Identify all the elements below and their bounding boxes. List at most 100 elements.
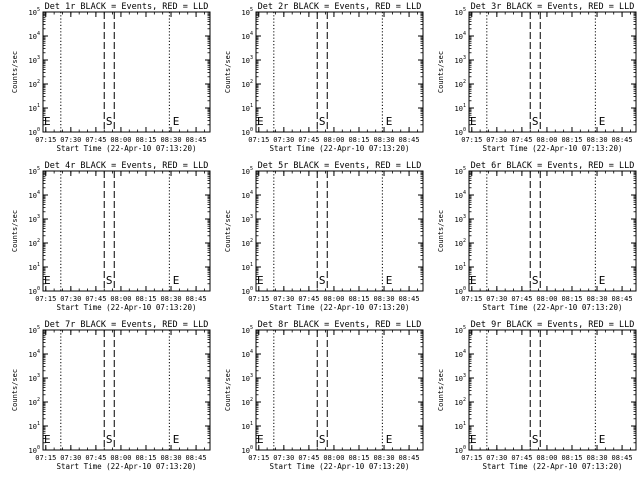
y-axis-label: Counts/sec: [437, 210, 445, 252]
x-tick-label: 07:15: [248, 136, 269, 144]
x-tick-label: 07:30: [486, 295, 507, 303]
x-tick-label: 07:45: [298, 136, 319, 144]
panel-title: Det 3r BLACK = Events, RED = LLD: [471, 2, 635, 12]
x-tick-label: 08:00: [536, 454, 557, 462]
x-axis-label: Start Time (22-Apr-10 07:13:20): [270, 303, 410, 312]
y-axis-label: Counts/sec: [224, 369, 232, 411]
y-tick-label: 105: [29, 166, 40, 176]
y-tick-label: 105: [455, 7, 466, 17]
panel-det-6: Det 6r BLACK = Events, RED = LLD 100 101 10…: [437, 161, 637, 312]
y-tick-label: 102: [242, 397, 253, 407]
panel-det-5: Det 5r BLACK = Events, RED = LLD 100 101 10…: [224, 161, 424, 312]
y-tick-label: 103: [29, 373, 40, 383]
y-axis-label: Counts/sec: [11, 210, 19, 252]
plot-frame: [255, 11, 424, 133]
x-tick-label: 08:30: [586, 454, 607, 462]
end-marker-left: E: [470, 115, 477, 128]
y-tick-label: 105: [29, 325, 40, 335]
panel-title: Det 8r BLACK = Events, RED = LLD: [258, 320, 422, 330]
y-tick-label: 104: [242, 190, 253, 200]
y-tick-label: 100: [242, 127, 253, 137]
y-axis-label: Counts/sec: [437, 369, 445, 411]
y-tick-label: 100: [29, 445, 40, 455]
end-marker-left: E: [470, 433, 477, 446]
x-tick-label: 07:15: [248, 454, 269, 462]
y-tick-label: 102: [455, 238, 466, 248]
x-tick-label: 07:15: [35, 295, 56, 303]
y-tick-label: 103: [455, 214, 466, 224]
end-marker-left: E: [257, 274, 264, 287]
plot-frame: [42, 170, 211, 292]
x-axis-label: Start Time (22-Apr-10 07:13:20): [483, 144, 623, 153]
panel-title: Det 4r BLACK = Events, RED = LLD: [45, 161, 209, 171]
x-tick-label: 07:30: [486, 454, 507, 462]
x-axis-label: Start Time (22-Apr-10 07:13:20): [483, 462, 623, 471]
y-tick-label: 100: [455, 127, 466, 137]
y-tick-label: 100: [455, 445, 466, 455]
x-tick-label: 08:00: [536, 295, 557, 303]
x-tick-label: 08:30: [160, 136, 181, 144]
start-marker: S: [106, 274, 113, 287]
y-tick-label: 104: [29, 31, 40, 41]
x-tick-label: 08:45: [399, 295, 420, 303]
y-tick-label: 101: [242, 262, 253, 272]
start-marker: S: [319, 274, 326, 287]
y-tick-label: 105: [455, 166, 466, 176]
x-tick-label: 07:30: [60, 295, 81, 303]
y-tick-label: 102: [455, 397, 466, 407]
y-tick-label: 101: [242, 103, 253, 113]
x-tick-label: 07:15: [461, 454, 482, 462]
start-marker: S: [532, 274, 539, 287]
x-tick-label: 08:15: [135, 454, 156, 462]
x-tick-label: 08:15: [561, 454, 582, 462]
y-axis-label: Counts/sec: [437, 51, 445, 93]
x-axis-label: Start Time (22-Apr-10 07:13:20): [483, 303, 623, 312]
y-tick-label: 101: [242, 421, 253, 431]
end-marker-right: E: [386, 115, 393, 128]
x-tick-label: 07:45: [511, 136, 532, 144]
y-tick-label: 102: [242, 79, 253, 89]
end-marker-left: E: [257, 115, 264, 128]
x-tick-label: 08:30: [160, 295, 181, 303]
end-marker-left: E: [44, 274, 51, 287]
x-tick-label: 07:30: [273, 454, 294, 462]
y-tick-label: 103: [455, 373, 466, 383]
start-marker: S: [319, 433, 326, 446]
panel-det-3: Det 3r BLACK = Events, RED = LLD 100 101 10…: [437, 2, 637, 153]
y-tick-label: 103: [242, 55, 253, 65]
x-axis-label: Start Time (22-Apr-10 07:13:20): [57, 144, 197, 153]
y-tick-label: 104: [455, 349, 466, 359]
x-tick-label: 08:15: [561, 136, 582, 144]
y-tick-label: 103: [29, 55, 40, 65]
end-marker-left: E: [470, 274, 477, 287]
x-tick-label: 08:30: [586, 295, 607, 303]
x-tick-label: 07:30: [273, 295, 294, 303]
y-tick-label: 101: [455, 262, 466, 272]
y-tick-label: 102: [242, 238, 253, 248]
y-tick-label: 101: [455, 103, 466, 113]
y-tick-label: 101: [455, 421, 466, 431]
y-tick-label: 102: [29, 79, 40, 89]
panel-det-1: Det 1r BLACK = Events, RED = LLD 100 101 10…: [11, 2, 211, 153]
x-tick-label: 07:30: [60, 136, 81, 144]
x-tick-label: 08:15: [135, 295, 156, 303]
x-tick-label: 08:00: [110, 454, 131, 462]
y-tick-label: 105: [455, 325, 466, 335]
plot-frame: [42, 11, 211, 133]
x-tick-label: 08:15: [348, 454, 369, 462]
y-tick-label: 100: [29, 127, 40, 137]
y-tick-label: 102: [29, 238, 40, 248]
x-axis-label: Start Time (22-Apr-10 07:13:20): [57, 303, 197, 312]
panel-title: Det 1r BLACK = Events, RED = LLD: [45, 2, 209, 12]
end-marker-right: E: [386, 433, 393, 446]
end-marker-left: E: [44, 433, 51, 446]
end-marker-left: E: [257, 433, 264, 446]
y-tick-label: 101: [29, 103, 40, 113]
start-marker: S: [532, 115, 539, 128]
panel-title: Det 7r BLACK = Events, RED = LLD: [45, 320, 209, 330]
x-tick-label: 08:15: [135, 136, 156, 144]
x-tick-label: 08:15: [348, 295, 369, 303]
y-tick-label: 105: [29, 7, 40, 17]
panel-title: Det 5r BLACK = Events, RED = LLD: [258, 161, 422, 171]
